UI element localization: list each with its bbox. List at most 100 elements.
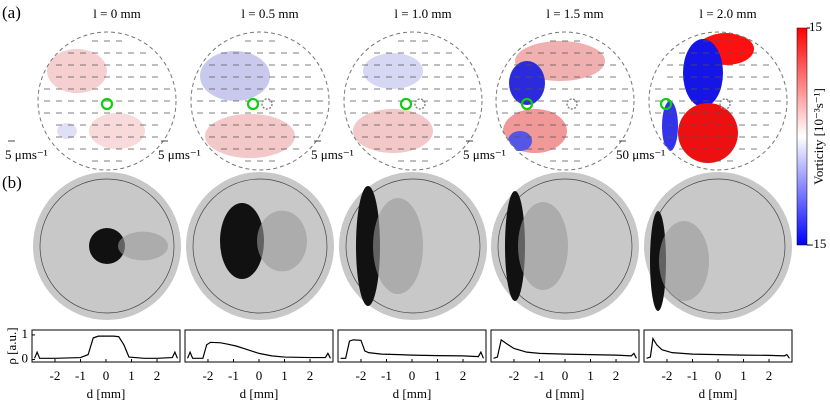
profile-line	[186, 341, 331, 359]
x-tick-label: -1	[228, 368, 239, 383]
x-tick-label: 1	[587, 368, 594, 383]
x-tick-label: 2	[460, 368, 467, 383]
profile-line	[646, 336, 790, 359]
vorticity-region	[683, 39, 723, 107]
y-tick-label: 1	[22, 326, 29, 341]
gray-marker	[566, 98, 578, 110]
vorticity-map	[502, 40, 628, 162]
fingering-region	[518, 202, 568, 290]
photo-ring	[192, 178, 328, 314]
plot-frame	[337, 329, 487, 363]
photo-ring	[39, 178, 175, 314]
x-axis-label: d [mm]	[546, 386, 585, 401]
fingering-region	[373, 198, 423, 294]
y-axis-label: ρ [a.u.]	[4, 327, 19, 364]
vorticity-region	[205, 114, 295, 158]
column-title: l = 0 mm	[93, 6, 140, 21]
x-axis-label: d [mm]	[393, 386, 432, 401]
x-axis-label: d [mm]	[240, 386, 279, 401]
x-tick-label: -2	[509, 368, 520, 383]
vorticity-map	[655, 33, 781, 163]
ink-region	[220, 203, 264, 279]
green-marker	[659, 97, 673, 111]
x-tick-label: 0	[409, 368, 416, 383]
vorticity-region	[508, 131, 532, 151]
plot-frame	[643, 329, 793, 363]
x-tick-label: 1	[740, 368, 747, 383]
scale-label: 5 μms⁻¹	[463, 147, 506, 162]
column-title: l = 1.0 mm	[394, 6, 451, 21]
x-tick-label: 0	[562, 368, 569, 383]
colorbar-label: Vorticity [10⁻³s⁻¹]	[811, 88, 826, 185]
green-marker	[246, 97, 260, 111]
plot-frame	[490, 329, 640, 363]
vorticity-region	[89, 113, 145, 149]
x-axis-label: d [mm]	[87, 386, 126, 401]
gray-marker	[261, 98, 273, 110]
green-marker	[399, 97, 413, 111]
x-tick-label: -2	[662, 368, 673, 383]
x-tick-label: -1	[381, 368, 392, 383]
vorticity-map	[350, 40, 476, 162]
map-border	[37, 31, 177, 171]
plot-frame	[31, 329, 181, 363]
colorbar	[796, 27, 808, 246]
x-tick-label: 2	[766, 368, 773, 383]
x-tick-label: 0	[103, 368, 110, 383]
green-marker	[520, 97, 534, 111]
column-title: l = 0.5 mm	[241, 6, 298, 21]
vorticity-map	[197, 40, 323, 162]
profile-line	[340, 339, 485, 359]
vorticity-region	[47, 49, 107, 93]
fingering-region	[118, 231, 168, 261]
x-tick-label: -1	[687, 368, 698, 383]
x-tick-label: 2	[613, 368, 620, 383]
green-marker	[100, 97, 114, 111]
panel-label: (b)	[2, 173, 22, 192]
x-tick-label: 0	[256, 368, 263, 383]
fingering-region	[257, 210, 307, 272]
x-tick-label: 1	[128, 368, 135, 383]
colorbar-tick-label: -15	[809, 236, 826, 251]
scale-label: 5 μms⁻¹	[311, 147, 354, 162]
vorticity-region	[353, 109, 433, 153]
map-border	[648, 31, 788, 171]
x-tick-label: -2	[50, 368, 61, 383]
vorticity-region	[678, 103, 738, 163]
gray-marker	[719, 98, 731, 110]
x-tick-label: -1	[75, 368, 86, 383]
vorticity-region	[57, 123, 77, 139]
x-tick-label: 1	[434, 368, 441, 383]
vorticity-map	[44, 40, 170, 162]
map-border	[495, 31, 635, 171]
y-tick-label: 0	[22, 351, 29, 366]
fingering-region	[659, 221, 709, 301]
x-tick-label: -1	[534, 368, 545, 383]
profile-line	[493, 338, 637, 359]
profile-line	[33, 335, 179, 359]
x-tick-label: 2	[307, 368, 314, 383]
scale-label: 5 μms⁻¹	[5, 147, 48, 162]
ink-region	[505, 191, 525, 301]
scale-label: 50 μms⁻¹	[616, 147, 665, 162]
ink-region	[356, 186, 380, 306]
vorticity-region	[503, 109, 567, 153]
x-tick-label: 0	[715, 368, 722, 383]
vorticity-region	[509, 61, 545, 105]
x-tick-label: 1	[281, 368, 288, 383]
x-tick-label: -2	[203, 368, 214, 383]
colorbar-tick-label: 15	[809, 19, 822, 34]
map-border	[343, 31, 483, 171]
gray-marker	[414, 98, 426, 110]
photo-ring	[497, 178, 633, 314]
vorticity-region	[662, 101, 678, 151]
x-axis-label: d [mm]	[699, 386, 738, 401]
column-title: l = 2.0 mm	[699, 6, 756, 21]
scale-label: 5 μms⁻¹	[158, 147, 201, 162]
map-border	[190, 31, 330, 171]
vorticity-region	[363, 53, 423, 89]
x-tick-label: 2	[154, 368, 161, 383]
ink-region	[650, 211, 666, 311]
column-title: l = 1.5 mm	[546, 6, 603, 21]
